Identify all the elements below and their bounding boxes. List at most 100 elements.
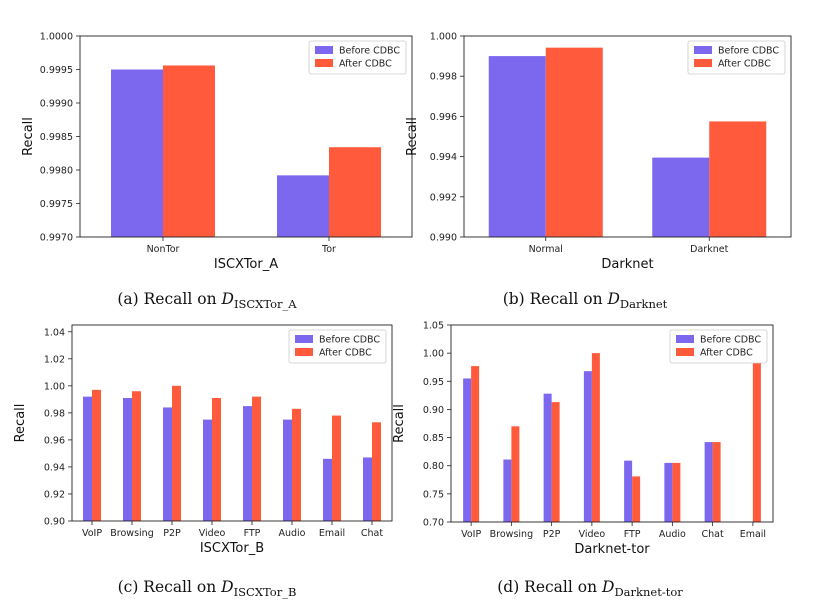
y-tick-label: 0.85 [423, 433, 444, 444]
legend-swatch-after [295, 348, 313, 356]
legend-label-before: Before CDBC [319, 335, 380, 346]
plot-frame [450, 324, 774, 523]
bar-before-video [583, 371, 592, 522]
caption-variable: D [221, 290, 235, 308]
bar-before-audio [664, 462, 673, 522]
y-tick-label: 0.92 [44, 489, 65, 500]
x-tick-label: Browsing [490, 529, 533, 540]
panel-caption: (d) Recall on DDarknet-tor [497, 578, 683, 599]
caption-prefix: (d) Recall on [497, 578, 602, 596]
legend-swatch-after [315, 59, 333, 67]
y-tick-label: 0.98 [44, 408, 65, 419]
y-tick-label: 0.998 [430, 72, 457, 83]
legend-swatch-after [676, 348, 694, 356]
caption-subscript: Darknet [620, 297, 668, 311]
x-tick-label: FTP [244, 528, 261, 539]
x-tick-label: Email [740, 529, 766, 540]
bar-before-nontor [111, 69, 163, 237]
bar-before-audio [283, 419, 292, 521]
y-axis-label: Recall [21, 117, 36, 156]
y-tick-label: 1.00 [423, 349, 444, 360]
y-tick-label: 1.04 [44, 327, 65, 338]
bar-before-ftp [624, 460, 633, 522]
legend-swatch-before [295, 335, 313, 343]
legend-label-after: After CDBC [718, 59, 771, 70]
plot-frame [71, 324, 393, 522]
y-tick-label: 0.9990 [40, 99, 73, 110]
bar-before-chat [704, 442, 713, 522]
bar-before-email [323, 458, 332, 521]
caption-subscript: ISCXTor_A [234, 297, 297, 311]
caption-variable: D [601, 578, 615, 596]
bar-before-voip [463, 378, 472, 522]
bar-before-video [203, 419, 212, 521]
legend-box [687, 40, 786, 75]
x-tick-label: P2P [163, 528, 181, 539]
legend-swatch-after [694, 59, 712, 67]
legend-swatch-before [315, 46, 333, 54]
plot-frame [463, 35, 792, 238]
x-tick-label: Browsing [110, 528, 153, 539]
legend-swatch-before [694, 46, 712, 54]
x-axis-label: ISCXTor_B [200, 541, 264, 556]
bar-after-darknet [709, 121, 767, 237]
caption-subscript: ISCXTor_B [234, 585, 297, 599]
y-axis-label: Recall [405, 117, 420, 156]
y-tick-label: 0.75 [423, 489, 444, 500]
legend-label-before: Before CDBC [718, 46, 779, 57]
x-tick-label: VoIP [82, 528, 102, 539]
y-axis-label: Recall [392, 404, 407, 443]
legend: Before CDBC After CDBC [687, 40, 786, 75]
x-tick-label: Darknet [690, 244, 728, 255]
bar-before-p2p [543, 393, 552, 522]
legend-label-after: After CDBC [319, 348, 372, 359]
panel-caption: (c) Recall on DISCXTor_B [118, 578, 297, 599]
bar-after-video [591, 353, 600, 522]
y-tick-label: 0.9995 [40, 65, 73, 76]
x-axis-label: Darknet [601, 257, 653, 272]
legend-label-after: After CDBC [700, 348, 753, 359]
legend-label-before: Before CDBC [339, 46, 400, 57]
y-tick-label: 0.96 [44, 435, 65, 446]
bar-after-ftp [252, 396, 261, 521]
y-tick-label: 0.9985 [40, 132, 73, 143]
chart-panel-1: 0.9970 0.9975 0.9980 0.9985 0.9990 0.9995 1.00… [21, 32, 413, 311]
bar-before-chat [363, 457, 372, 521]
x-tick-label: P2P [543, 529, 561, 540]
bar-before-ftp [243, 406, 252, 521]
bar-after-browsing [132, 391, 141, 521]
bar-before-darknet [652, 157, 710, 237]
legend: Before CDBC After CDBC [308, 40, 407, 75]
x-axis-label: ISCXTor_A [214, 257, 278, 272]
bar-after-p2p [172, 385, 181, 521]
panel-caption: (b) Recall on DDarknet [503, 290, 668, 311]
x-tick-label: Email [319, 528, 345, 539]
y-tick-label: 0.992 [430, 192, 457, 203]
y-tick-label: 1.000 [430, 32, 457, 43]
caption-prefix: (a) Recall on [117, 290, 221, 308]
bar-before-normal [488, 56, 546, 237]
y-tick-label: 0.94 [44, 462, 65, 473]
legend-label-after: After CDBC [339, 59, 392, 70]
bar-after-chat [712, 442, 721, 522]
y-tick-label: 1.00 [44, 381, 65, 392]
caption-subscript: Darknet-tor [614, 585, 683, 599]
bar-before-tor [277, 175, 329, 237]
bar-after-ftp [632, 476, 641, 522]
legend-label-before: Before CDBC [700, 335, 761, 346]
y-tick-label: 0.80 [423, 461, 444, 472]
y-tick-label: 1.0000 [40, 32, 73, 43]
x-tick-label: Video [579, 529, 606, 540]
x-tick-label: FTP [624, 529, 641, 540]
y-tick-label: 0.996 [430, 112, 457, 123]
y-tick-label: 0.9975 [40, 199, 73, 210]
bar-before-voip [83, 396, 92, 521]
y-tick-label: 1.02 [44, 354, 65, 365]
x-tick-label: Video [199, 528, 226, 539]
legend: Before CDBC After CDBC [288, 329, 387, 364]
bar-after-video [212, 397, 221, 521]
chart-panel-2: 0.990 0.992 0.994 0.996 0.998 1.000 Normal Dark… [405, 32, 792, 311]
x-tick-label: VoIP [461, 529, 481, 540]
bar-after-browsing [511, 426, 520, 522]
